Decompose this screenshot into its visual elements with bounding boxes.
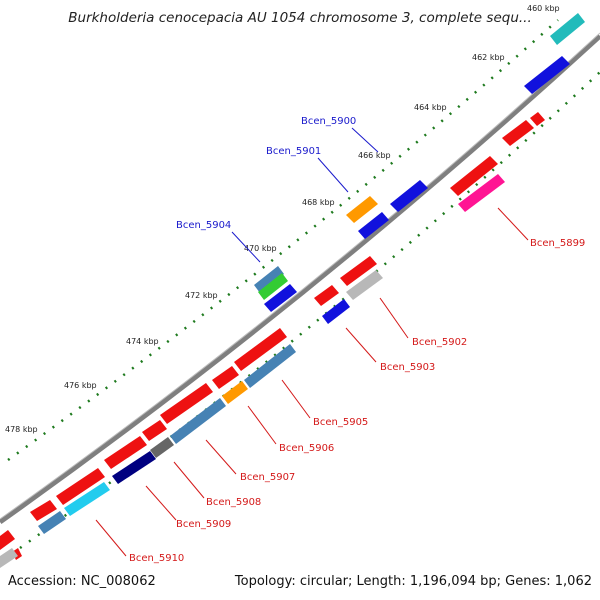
gene-label: Bcen_5902 [412, 337, 467, 348]
gene-label: Bcen_5907 [240, 472, 295, 483]
gene-block [38, 511, 66, 534]
accession-label: Accession: NC_008062 [8, 574, 156, 589]
gene-label: Bcen_5904 [176, 220, 231, 231]
gene-block [322, 299, 350, 324]
gene-block [160, 383, 213, 424]
chromosome-backbone [0, 34, 600, 525]
gene-block [550, 13, 585, 45]
tick-label: 462 kbp [472, 53, 505, 62]
gene-block [30, 500, 57, 521]
tick-label: 464 kbp [414, 103, 447, 112]
gene-block [530, 112, 545, 126]
gene-block [524, 56, 570, 94]
gene-block [222, 381, 248, 404]
gene-block [258, 273, 288, 300]
gene-block [458, 174, 505, 212]
gene-block [264, 284, 297, 312]
gene-label: Bcen_5900 [301, 116, 356, 127]
gene-block [346, 270, 383, 300]
gene-block [64, 482, 110, 516]
genome-summary: Topology: circular; Length: 1,196,094 bp… [234, 574, 592, 589]
gene-block [56, 468, 105, 505]
gene-block [234, 328, 287, 371]
gene-block [502, 120, 534, 146]
gene-label: Bcen_5909 [176, 519, 231, 530]
gene-block [340, 256, 377, 286]
gene-block [112, 451, 156, 484]
gene-label: Bcen_5903 [380, 362, 435, 373]
outer-ruler [7, 19, 559, 462]
upper-gene-track [0, 13, 585, 560]
gene-block [104, 436, 147, 469]
gene-label: Bcen_5905 [313, 417, 368, 428]
gene-block [358, 212, 389, 239]
tick-label: 478 kbp [5, 425, 38, 434]
gene-label: Bcen_5910 [129, 553, 184, 564]
gene-block [150, 437, 174, 458]
gene-block [142, 420, 167, 441]
gene-label: Bcen_5901 [266, 146, 321, 157]
gene-block [346, 196, 378, 223]
tick-label: 476 kbp [64, 381, 97, 390]
gene-block [244, 344, 296, 388]
gene-label: Bcen_5906 [279, 443, 334, 454]
lower-gene-track [0, 174, 505, 568]
tick-label: 460 kbp [527, 4, 560, 13]
gene-label: Bcen_5908 [206, 497, 261, 508]
tick-label: 470 kbp [244, 244, 277, 253]
gene-block [0, 548, 18, 568]
gene-block [212, 366, 239, 389]
gene-block [0, 530, 15, 550]
tick-label: 474 kbp [126, 337, 159, 346]
gene-block [450, 156, 498, 196]
tick-label: 472 kbp [185, 291, 218, 300]
tick-label: 468 kbp [302, 198, 335, 207]
gene-block [390, 180, 428, 212]
gene-block [170, 398, 226, 444]
gene-label: Bcen_5899 [530, 238, 585, 249]
tick-label: 466 kbp [358, 151, 391, 160]
map-title: Burkholderia cenocepacia AU 1054 chromos… [68, 10, 532, 26]
gene-block [314, 285, 339, 306]
gene-block [254, 266, 284, 293]
